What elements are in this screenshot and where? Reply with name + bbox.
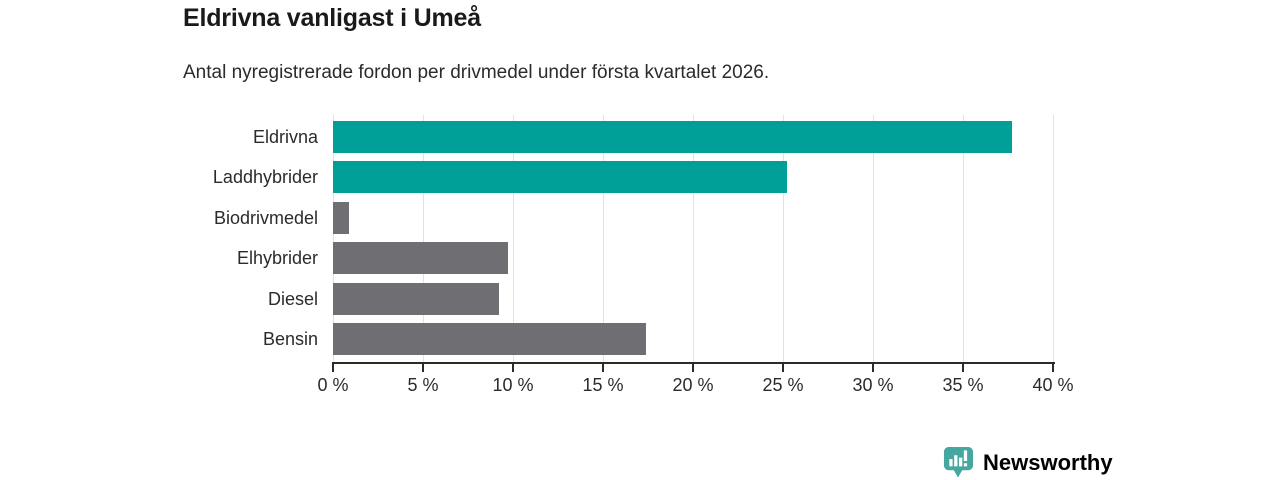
category-label-diesel: Diesel [267, 289, 318, 309]
bar-biodrivmedel [333, 202, 350, 234]
chart-subtitle: Antal nyregistrerade fordon per drivmede… [183, 62, 770, 83]
x-axis-line [332, 362, 1055, 364]
x-axis-tick-label: 15 % [582, 375, 624, 395]
x-axis-tick [962, 364, 964, 372]
category-label-elhybrider: Elhybrider [236, 248, 318, 268]
x-axis-tick [782, 364, 784, 372]
x-axis-tick [692, 364, 694, 372]
category-label-eldrivna: Eldrivna [252, 127, 318, 147]
x-axis-tick [1052, 364, 1054, 372]
x-axis-ticks: 0 % 5 % 10 % 15 % 20 % 25 % 30 % 35 % 40 % [317, 362, 1074, 402]
x-axis-tick-label: 25 % [762, 375, 804, 395]
gridline [603, 115, 604, 363]
x-axis-tick [872, 364, 874, 372]
category-label-bensin: Bensin [262, 329, 318, 349]
gridline [333, 115, 334, 363]
x-axis-tick [422, 364, 424, 372]
x-axis-tick-label: 0 % [317, 375, 349, 395]
brand-name: Newsworthy [983, 449, 1113, 475]
x-axis-tick-label: 10 % [492, 375, 534, 395]
bar-laddhybrider [333, 161, 787, 193]
category-labels: Eldrivna Laddhybrider Biodrivmedel Elhybrid… [0, 115, 318, 363]
bar-bensin [333, 323, 647, 355]
gridline [693, 115, 694, 363]
bar-eldrivna [333, 121, 1012, 153]
x-axis-tick-label: 5 % [407, 375, 439, 395]
gridline [1053, 115, 1054, 363]
x-axis-tick-label: 40 % [1032, 375, 1074, 395]
gridline [513, 115, 514, 363]
bar-elhybrider [333, 242, 508, 274]
chart-title: Eldrivna vanligast i Umeå [183, 4, 481, 32]
gridline [873, 115, 874, 363]
category-label-laddhybrider: Laddhybrider [212, 167, 318, 187]
x-axis-tick [512, 364, 514, 372]
x-axis-tick-label: 30 % [852, 375, 894, 395]
x-axis-tick [332, 364, 334, 372]
newsworthy-barchart-pin-icon [943, 446, 974, 479]
x-axis-tick-label: 35 % [942, 375, 984, 395]
bar-diesel [333, 283, 499, 315]
x-axis-tick-label: 20 % [672, 375, 714, 395]
gridline [423, 115, 424, 363]
gridline [963, 115, 964, 363]
category-label-biodrivmedel: Biodrivmedel [213, 208, 318, 228]
plot-area [333, 115, 1054, 363]
gridline [783, 115, 784, 363]
x-axis-tick [602, 364, 604, 372]
brand-logo: Newsworthy [943, 446, 1113, 479]
